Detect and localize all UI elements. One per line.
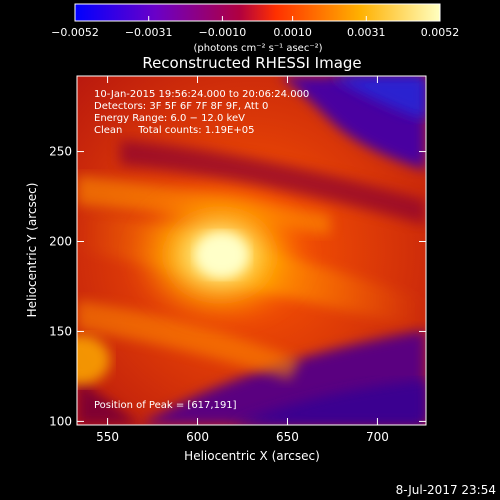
y-axis-label: Heliocentric Y (arcsec) [25, 183, 39, 318]
x-tick-label: 700 [366, 430, 389, 444]
y-axis-ticks: 100 150 200 250 [49, 145, 426, 428]
annotation-block: 10-Jan-2015 19:56:24.000 to 20:06:24.000… [94, 89, 309, 136]
peak-position-label: Position of Peak = [617,191] [94, 400, 237, 411]
x-tick-label: 650 [276, 430, 299, 444]
heatmap-image [77, 76, 426, 425]
annotation-clean: Clean Total counts: 1.19E+05 [94, 125, 254, 136]
y-tick-label: 200 [49, 235, 72, 249]
annotation-time: 10-Jan-2015 19:56:24.000 to 20:06:24.000 [94, 89, 309, 100]
chart-title: Reconstructed RHESSI Image [142, 54, 361, 72]
x-tick-label: 600 [186, 430, 209, 444]
colorbar-tick-label: 0.0052 [421, 26, 460, 39]
x-axis-label: Heliocentric X (arcsec) [184, 449, 320, 463]
colorbar [74, 3, 441, 22]
y-tick-label: 100 [49, 414, 72, 428]
x-tick-label: 550 [96, 430, 119, 444]
colorbar-tick-label: −0.0010 [199, 26, 247, 39]
colorbar-label: (photons cm⁻² s⁻¹ asec⁻²) [193, 43, 322, 54]
plot-frame [76, 75, 427, 426]
y-tick-label: 250 [49, 145, 72, 159]
annotation-energy: Energy Range: 6.0 − 12.0 keV [94, 113, 245, 124]
colorbar-ticks: −0.0052 −0.0031 −0.0010 0.0010 0.0031 0.0052 [51, 16, 459, 39]
y-tick-label: 150 [49, 324, 72, 338]
colorbar-tick-label: −0.0052 [51, 26, 99, 39]
x-axis-ticks: 550 600 650 700 [96, 76, 389, 444]
colorbar-tick-label: 0.0010 [273, 26, 312, 39]
footer-timestamp: 8-Jul-2017 23:54 [396, 483, 496, 497]
colorbar-tick-label: −0.0031 [125, 26, 173, 39]
annotation-detectors: Detectors: 3F 5F 6F 7F 8F 9F, Att 0 [94, 101, 268, 112]
colorbar-tick-label: 0.0031 [347, 26, 386, 39]
